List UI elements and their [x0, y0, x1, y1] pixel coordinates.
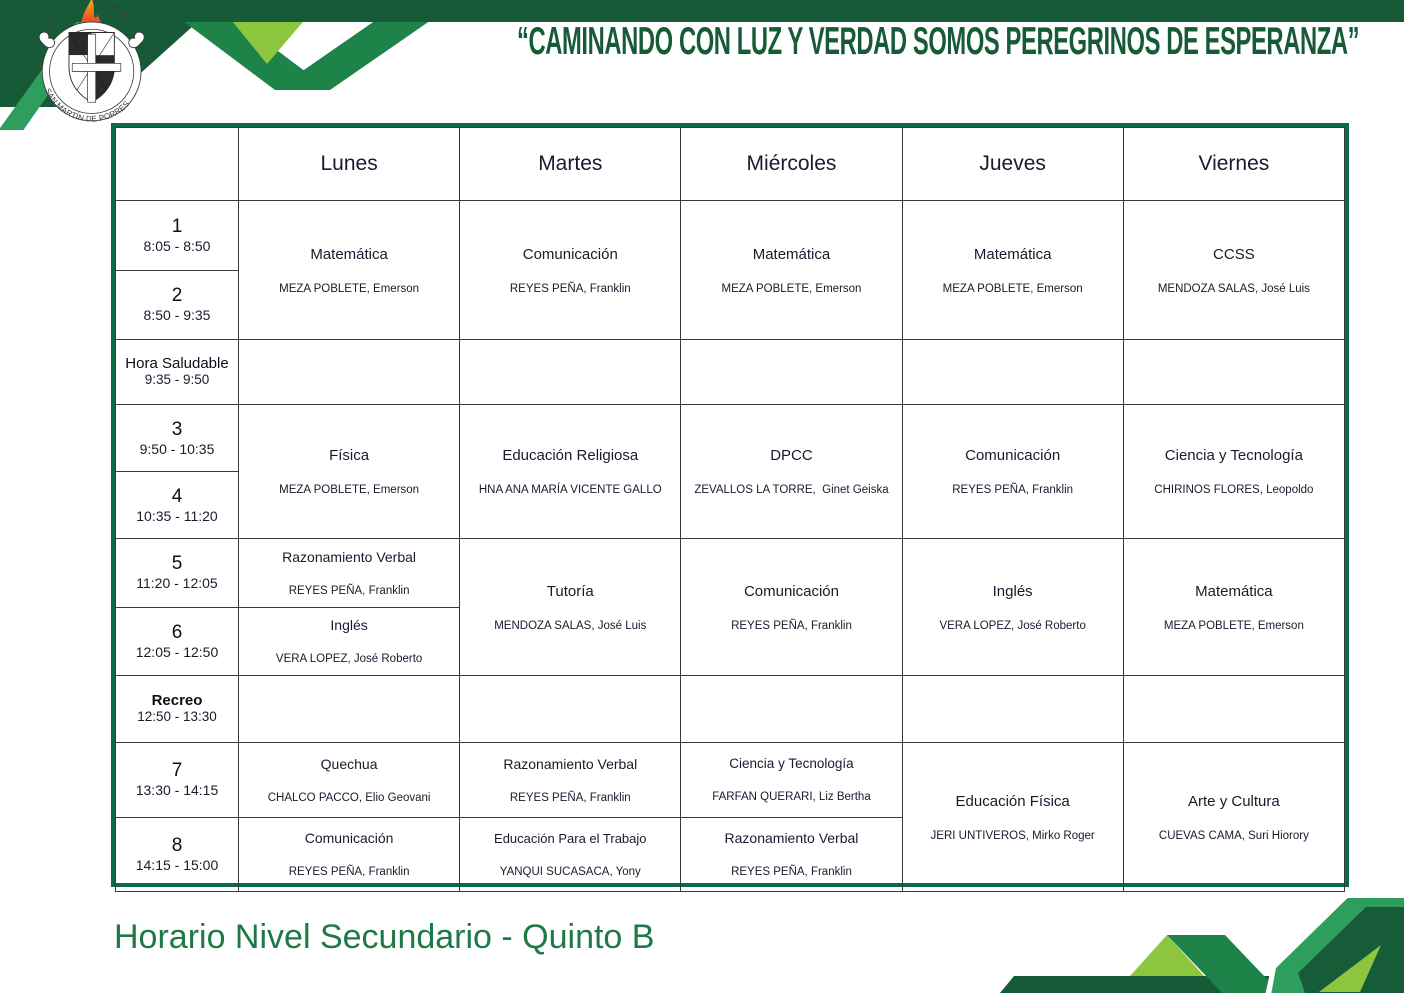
svg-text:CUSCO: CUSCO	[105, 0, 134, 22]
svg-text:I.E.P.: I.E.P.	[41, 12, 60, 34]
